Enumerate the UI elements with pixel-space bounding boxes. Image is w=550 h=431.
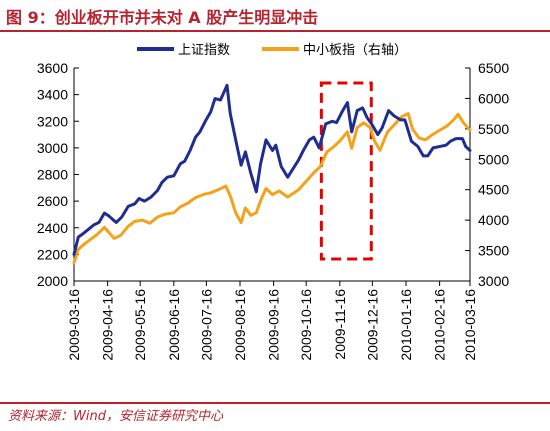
y-tick-label-right: 5500 <box>478 121 509 137</box>
x-tick-label: 2009-06-16 <box>166 289 182 361</box>
x-tick-label: 2009-05-16 <box>132 289 148 361</box>
x-tick-label: 2009-08-16 <box>232 289 248 361</box>
legend-label-shanghai: 上证指数 <box>178 43 230 58</box>
footer-divider <box>0 402 550 404</box>
y-tick-label-left: 3000 <box>37 140 68 156</box>
chart-legend: 上证指数 中小板指（右轴） <box>137 43 407 58</box>
y-tick-label-right: 4500 <box>478 182 509 198</box>
y-tick-label-left: 3400 <box>37 87 68 103</box>
x-tick-label: 2010-02-16 <box>432 289 448 361</box>
y-tick-label-left: 2400 <box>37 220 68 236</box>
y-tick-label-right: 6000 <box>478 90 509 106</box>
x-tick-label: 2009-04-16 <box>100 289 116 361</box>
source-note: 资料来源：Wind，安信证券研究中心 <box>8 409 223 424</box>
y-tick-label-right: 3000 <box>478 273 509 289</box>
x-tick-label: 2010-01-16 <box>398 289 414 361</box>
y-tick-label-right: 5000 <box>478 151 509 167</box>
highlight-region <box>319 81 373 261</box>
y-tick-label-left: 2000 <box>37 273 68 289</box>
x-tick-label: 2009-09-16 <box>266 289 282 361</box>
x-tick-label: 2009-12-16 <box>364 289 380 361</box>
legend-label-sme: 中小板指（右轴） <box>303 43 407 58</box>
x-tick-label: 2010-03-16 <box>462 289 478 361</box>
x-tick-label: 2009-07-16 <box>198 289 214 361</box>
y-tick-label-left: 2800 <box>37 167 68 183</box>
line-chart: 2000 2200 2400 2600 2800 3000 3200 3400 3600 3000… <box>37 43 510 361</box>
chart-axes: 2000 2200 2400 2600 2800 3000 3200 3400 3600 3000… <box>37 60 510 361</box>
y-tick-label-right: 4000 <box>478 212 509 228</box>
y-tick-label-left: 3600 <box>37 60 68 76</box>
series-line-sme <box>72 112 472 265</box>
series-lines <box>72 83 472 265</box>
x-tick-label: 2009-03-16 <box>66 289 82 361</box>
y-tick-label-right: 6500 <box>478 60 509 76</box>
y-tick-label-left: 3200 <box>37 113 68 129</box>
x-tick-label: 2009-10-16 <box>298 289 314 361</box>
highlight-box <box>319 81 373 261</box>
figure-title: 图 9：创业板开市并未对 A 股产生明显冲击 <box>6 8 319 27</box>
series-line-shanghai <box>72 83 472 256</box>
y-tick-label-right: 3500 <box>478 243 509 259</box>
title-divider <box>0 30 550 32</box>
x-tick-label: 2009-11-16 <box>332 289 348 360</box>
y-tick-label-left: 2600 <box>37 193 68 209</box>
y-tick-label-left: 2200 <box>37 246 68 262</box>
